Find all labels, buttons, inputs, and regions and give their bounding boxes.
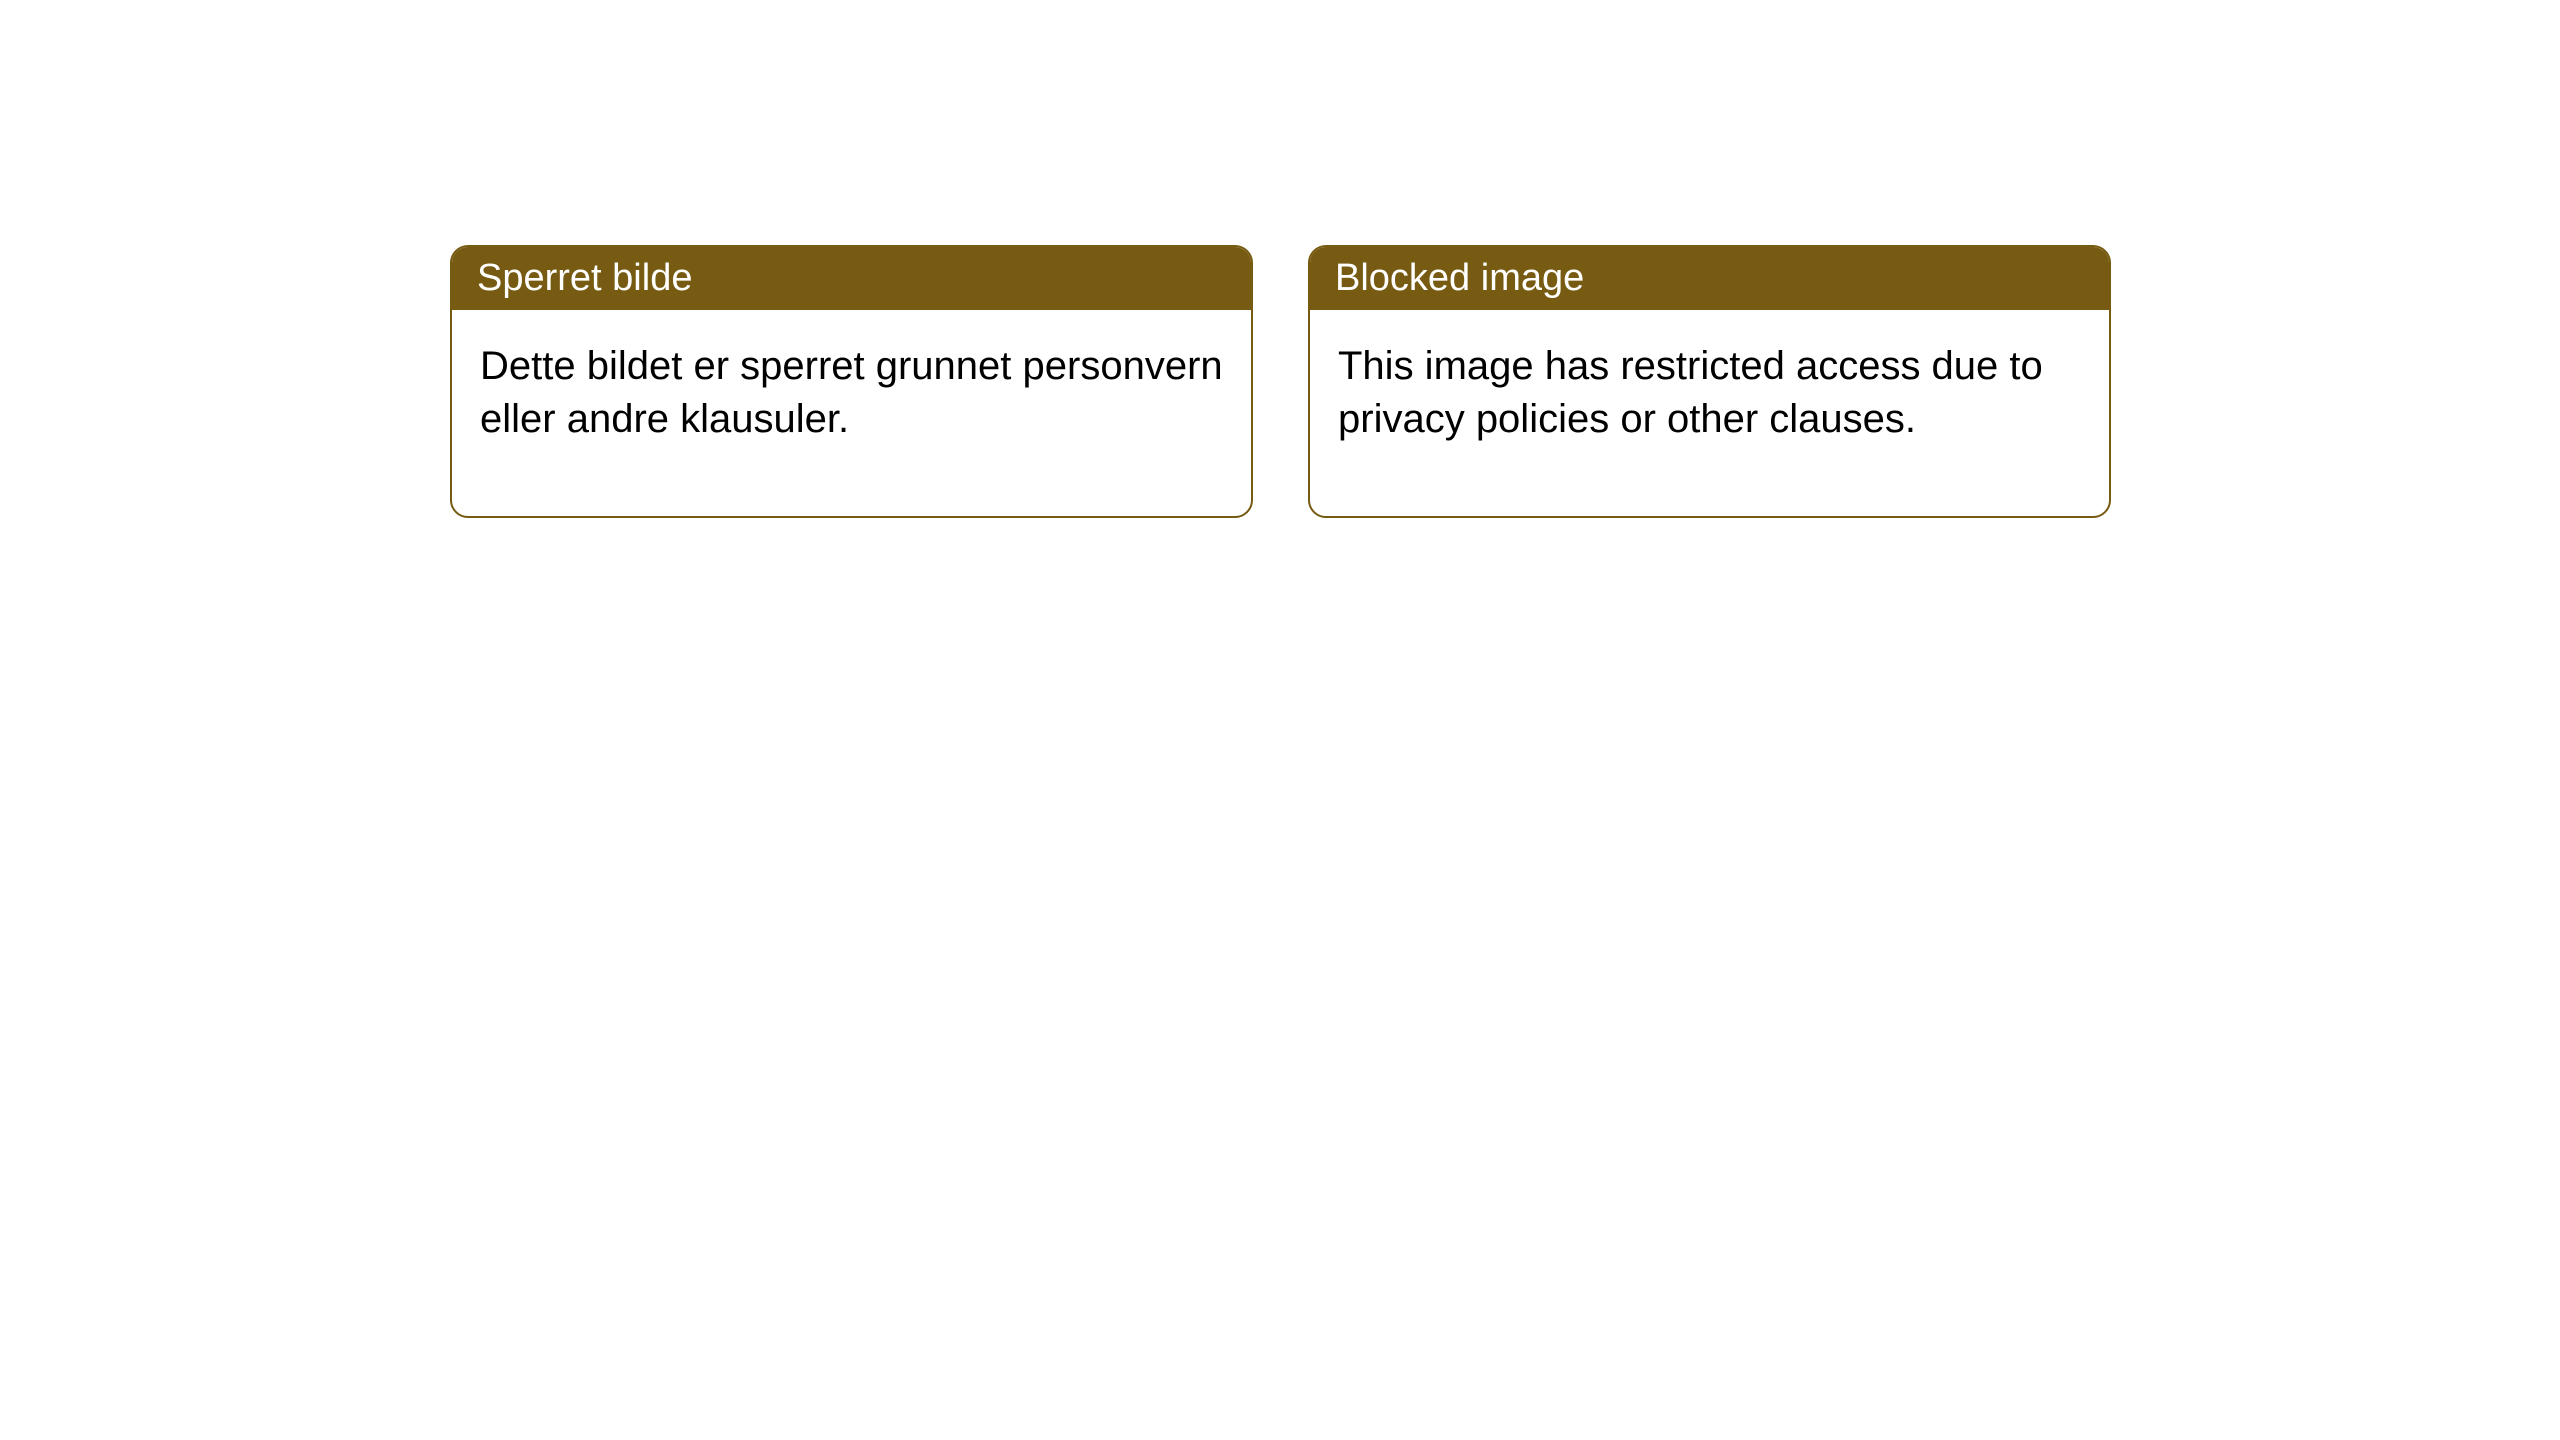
card-title: Sperret bilde	[477, 257, 692, 299]
notice-card-norwegian: Sperret bilde Dette bildet er sperret gr…	[450, 245, 1253, 518]
notice-card-english: Blocked image This image has restricted …	[1308, 245, 2111, 518]
card-title: Blocked image	[1335, 257, 1584, 299]
card-body-text: This image has restricted access due to …	[1338, 344, 2043, 441]
card-body: Dette bildet er sperret grunnet personve…	[452, 310, 1251, 516]
card-body: This image has restricted access due to …	[1310, 310, 2109, 516]
card-header: Sperret bilde	[452, 247, 1251, 310]
notice-cards-container: Sperret bilde Dette bildet er sperret gr…	[450, 245, 2111, 518]
card-header: Blocked image	[1310, 247, 2109, 310]
card-body-text: Dette bildet er sperret grunnet personve…	[480, 344, 1223, 441]
